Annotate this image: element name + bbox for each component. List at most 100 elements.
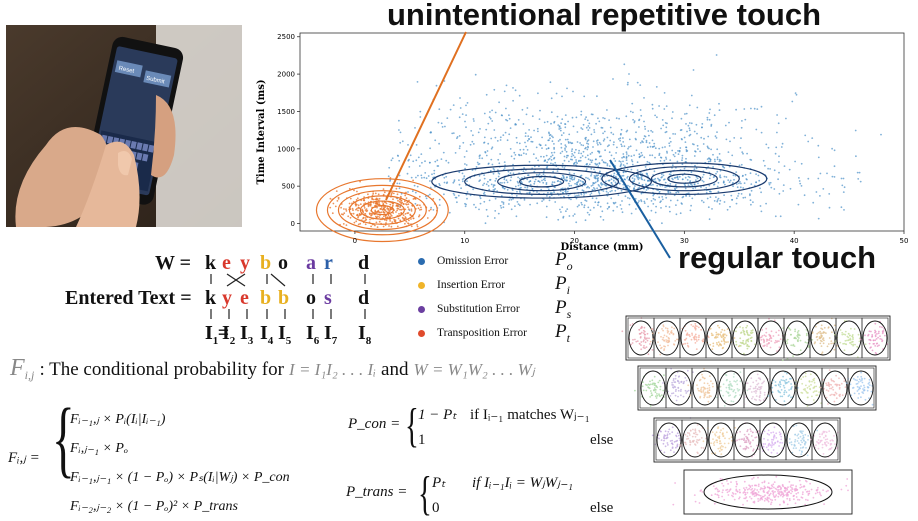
data-point <box>547 191 549 194</box>
data-point <box>736 186 739 189</box>
touch-point <box>757 500 760 502</box>
data-point <box>517 119 520 121</box>
touch-point <box>803 440 805 442</box>
touch-point <box>821 443 824 446</box>
data-point <box>638 186 641 189</box>
data-point <box>387 214 390 217</box>
touch-point <box>773 496 776 499</box>
data-point <box>669 140 672 143</box>
data-point <box>652 194 655 197</box>
touch-point <box>714 433 716 435</box>
data-point <box>606 109 608 111</box>
data-point <box>576 131 579 133</box>
touch-point <box>747 433 750 436</box>
data-point <box>407 208 410 211</box>
data-point <box>363 198 365 201</box>
data-point <box>508 199 511 201</box>
touch-point <box>783 391 786 394</box>
submit-button[interactable] <box>143 70 172 88</box>
touch-point <box>694 322 697 325</box>
data-point <box>469 143 472 146</box>
alignment-letter: y <box>240 252 250 274</box>
touch-point <box>792 484 794 487</box>
touch-point <box>746 325 749 327</box>
data-point <box>749 158 752 161</box>
data-point <box>388 225 390 227</box>
touch-point <box>788 442 791 444</box>
data-point <box>650 129 652 132</box>
data-point <box>485 154 488 157</box>
data-point <box>502 203 505 205</box>
data-point <box>744 118 747 121</box>
data-point <box>718 109 721 111</box>
data-point <box>581 155 584 157</box>
data-point <box>499 139 502 141</box>
data-point <box>494 210 497 212</box>
touch-point <box>797 433 800 436</box>
data-point <box>623 145 626 148</box>
data-point <box>357 215 360 218</box>
data-point <box>712 153 714 156</box>
touch-point <box>739 491 741 494</box>
alignment-letter: d <box>358 287 370 309</box>
data-point <box>533 165 536 168</box>
reset-button[interactable] <box>114 60 143 78</box>
data-point <box>579 183 581 186</box>
key-cell <box>731 317 759 359</box>
data-point <box>395 187 398 190</box>
data-point <box>599 205 602 208</box>
touch-point <box>838 395 841 398</box>
touch-point <box>726 431 728 434</box>
touch-point <box>783 400 786 403</box>
data-point <box>716 199 719 202</box>
touch-point <box>825 396 828 399</box>
touch-point <box>671 392 673 395</box>
touch-point <box>875 352 878 355</box>
touch-point <box>715 331 718 334</box>
data-point <box>685 112 688 115</box>
data-point <box>609 190 612 193</box>
data-point <box>578 204 580 207</box>
touch-point <box>823 326 826 329</box>
touch-point <box>646 339 649 342</box>
touch-point <box>789 329 792 331</box>
data-point <box>553 181 556 184</box>
data-point <box>505 84 508 87</box>
data-point <box>429 208 432 211</box>
touch-point <box>858 386 861 389</box>
touch-point <box>813 379 815 382</box>
touch-point <box>700 446 703 449</box>
touch-point <box>755 395 758 397</box>
touch-point <box>804 443 806 446</box>
data-point <box>408 166 411 168</box>
touch-point <box>788 481 791 483</box>
touch-point <box>764 344 766 347</box>
data-point <box>610 197 613 200</box>
data-point <box>722 180 725 183</box>
touch-point <box>825 382 827 385</box>
touch-point <box>765 446 768 449</box>
data-point <box>709 108 711 111</box>
data-point <box>773 188 776 190</box>
touch-point <box>723 499 726 501</box>
data-point <box>777 178 779 181</box>
alignment-letter: s <box>324 287 332 309</box>
data-point <box>518 204 521 207</box>
data-point <box>561 206 564 209</box>
touch-point <box>728 437 731 440</box>
data-point <box>755 181 757 184</box>
data-point <box>726 208 729 211</box>
data-point <box>643 156 646 159</box>
touch-point <box>689 394 692 397</box>
touch-point <box>751 487 754 490</box>
data-point <box>426 217 429 219</box>
touch-point <box>735 340 737 343</box>
data-point <box>741 120 743 122</box>
touch-point <box>785 340 788 342</box>
touch-point <box>682 395 685 398</box>
touch-point <box>640 348 643 351</box>
touch-point <box>797 337 800 339</box>
touch-point <box>754 387 757 390</box>
touch-point <box>718 326 721 329</box>
data-point <box>645 189 648 191</box>
